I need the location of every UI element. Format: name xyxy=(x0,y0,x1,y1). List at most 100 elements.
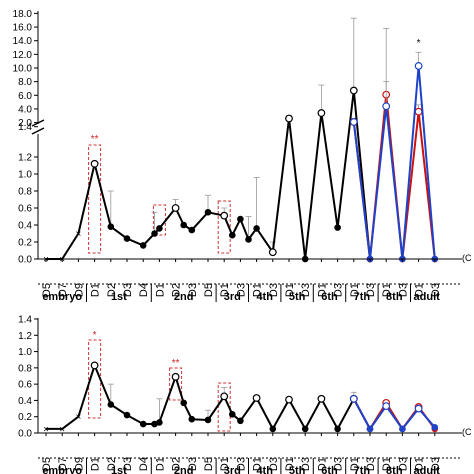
x-tick-label: D3 xyxy=(122,457,134,471)
x-tick-label: D2 xyxy=(106,457,118,471)
data-point-filled xyxy=(107,401,115,408)
x-tick-label: D3 xyxy=(333,283,345,297)
data-point-open xyxy=(349,118,358,126)
data-point-filled xyxy=(139,420,147,428)
data-point-open xyxy=(285,395,293,404)
y-tick-label: 0.4 xyxy=(18,221,32,232)
data-point-cross: × xyxy=(75,229,81,240)
stage-label: embryo xyxy=(42,465,82,474)
stage-label: 7th xyxy=(354,465,371,474)
stage-label: 2nd xyxy=(174,291,194,303)
x-tick-label: D1 xyxy=(154,457,166,471)
stage-label: 7th xyxy=(354,291,371,303)
x-tick-label: D1 xyxy=(381,457,393,471)
x-tick-label: D3 xyxy=(235,283,247,297)
y-tick-label: 2.0 xyxy=(18,118,32,129)
data-point-filled xyxy=(180,221,187,229)
x-tick-label: D1 xyxy=(90,283,102,297)
x-tick-label: D5 xyxy=(41,283,53,297)
data-point-filled xyxy=(431,424,439,431)
y-tick-label: 18.0 xyxy=(13,9,33,20)
x-tick-label: D4 xyxy=(138,457,150,471)
data-point-open xyxy=(317,394,326,403)
stage-label: embryo xyxy=(42,291,82,303)
y-tick-label: 12.0 xyxy=(13,50,33,61)
stage-label: 4th xyxy=(256,291,273,303)
y-tick-label: 1.4 xyxy=(18,315,32,326)
data-point-filled xyxy=(253,225,260,232)
x-tick-label: D1 xyxy=(252,457,264,471)
x-tick-label: D3 xyxy=(187,283,199,297)
stage-label: 3rd xyxy=(224,465,241,474)
data-point-open xyxy=(414,404,423,413)
stage-label: 6th xyxy=(321,291,338,303)
x-tick-label: D7 xyxy=(57,283,69,297)
data-point-open xyxy=(268,248,277,257)
x-tick-label: D5 xyxy=(203,457,215,471)
data-point-open xyxy=(317,109,326,117)
x-tick-label: D1 xyxy=(381,283,393,297)
series-2 xyxy=(349,394,439,433)
significance-mark: * xyxy=(93,330,97,341)
stage-label: adult xyxy=(414,291,441,303)
data-point-open xyxy=(171,204,180,212)
x-tick-label: D3 xyxy=(365,283,377,297)
data-point-open xyxy=(414,107,423,116)
data-point-open xyxy=(220,392,229,401)
y-tick-label: 1.0 xyxy=(18,170,32,181)
data-point-filled xyxy=(156,225,163,232)
data-point-filled xyxy=(188,226,196,234)
stage-label: 6th xyxy=(321,465,338,474)
x-tick-label: D1 xyxy=(219,283,231,297)
data-point-open xyxy=(382,402,391,411)
highlight-box xyxy=(169,367,183,401)
highlight-box xyxy=(88,144,102,254)
data-point-filled xyxy=(204,416,212,424)
data-point-cross: × xyxy=(59,424,65,435)
data-point-filled xyxy=(123,235,131,242)
significance-mark: ** xyxy=(172,358,180,369)
stage-label: 5th xyxy=(289,465,306,474)
data-point-filled xyxy=(399,425,406,433)
y-tick-label: 1.4 xyxy=(18,122,32,133)
y-tick-label: 0.2 xyxy=(18,238,32,249)
data-point-filled xyxy=(139,242,147,249)
y-tick-label: 10.0 xyxy=(13,64,33,75)
highlight-box xyxy=(217,382,231,432)
data-point-filled xyxy=(237,417,244,425)
x-tick-label: D3 xyxy=(397,457,409,471)
y-tick-label: 0.0 xyxy=(18,255,32,266)
data-point-filled xyxy=(269,425,277,433)
y-tick-label: 1.2 xyxy=(18,331,32,342)
x-tick-label: D3 xyxy=(430,283,442,297)
x-tick-label: D1 xyxy=(90,457,102,471)
x-tick-label: D3 xyxy=(300,457,312,471)
data-point-open xyxy=(220,211,229,220)
data-point-filled xyxy=(180,399,187,407)
x-tick-label: D3 xyxy=(268,283,280,297)
y-tick-label: 8.0 xyxy=(18,77,32,88)
data-point-filled xyxy=(301,425,309,433)
data-point-open xyxy=(90,159,99,168)
x-tick-label: D1 xyxy=(219,457,231,471)
x-tick-label: D9 xyxy=(73,283,85,297)
x-tick-label: D1 xyxy=(316,457,328,471)
axis-unit-partial: (C xyxy=(462,427,472,437)
x-tick-label: D3 xyxy=(268,457,280,471)
data-point-open xyxy=(90,361,99,370)
data-point-filled xyxy=(107,223,115,230)
data-point-filled xyxy=(229,410,236,418)
x-tick-label: D3 xyxy=(187,457,199,471)
x-tick-label: D1 xyxy=(414,283,426,297)
data-point-filled xyxy=(334,224,341,231)
data-point-filled xyxy=(366,425,374,433)
data-point-cross: × xyxy=(75,412,81,423)
x-tick-label: D3 xyxy=(397,283,409,297)
stage-label: 2nd xyxy=(174,465,194,474)
data-point-filled xyxy=(237,215,244,223)
x-tick-label: D1 xyxy=(349,283,361,297)
x-tick-label: D1 xyxy=(154,283,166,297)
data-point-open xyxy=(252,394,261,402)
stage-label: 4th xyxy=(256,465,273,474)
